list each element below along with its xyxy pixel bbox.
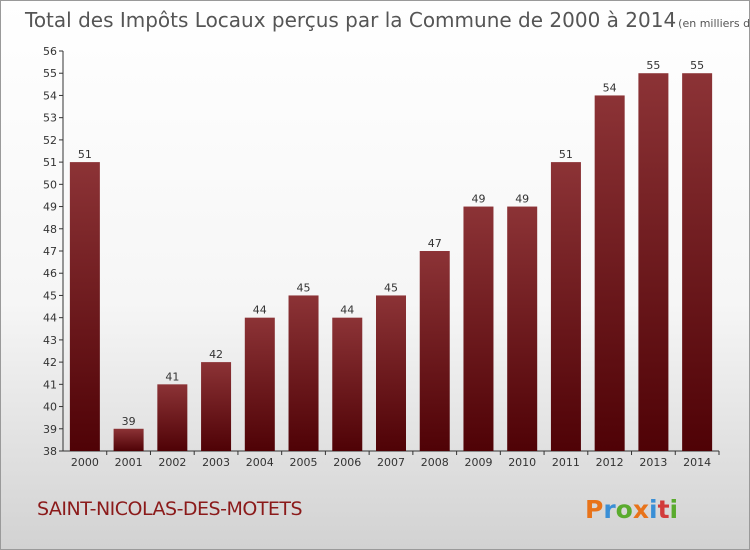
x-tick-label: 2004 [246,456,274,469]
x-tick-label: 2007 [377,456,405,469]
y-tick-label: 51 [43,156,57,169]
bar [550,162,581,451]
bar [682,73,713,451]
bar [69,162,100,451]
x-axis: 2000 2001 2002 2003 2004 2005 2006 2007 2008 2009… [63,450,720,469]
y-tick-label: 50 [43,178,57,191]
y-tick-label: 43 [43,334,57,347]
bar [376,295,406,451]
bar-value-label: 45 [297,281,311,294]
bar-value-label: 55 [646,59,660,72]
logo-letter: r [603,495,616,524]
bar-value-label: 49 [515,193,529,206]
x-tick-label: 2000 [71,456,99,469]
logo-letter: P [585,495,603,524]
logo-letter: i [649,495,658,524]
logo-letter: o [616,495,633,524]
x-tick-label: 2013 [639,456,667,469]
bar [113,428,144,451]
x-tick-label: 2006 [333,456,361,469]
y-tick-label: 55 [43,67,57,80]
x-tick-label: 2009 [464,456,492,469]
x-tick-label: 2012 [596,456,624,469]
x-tick-label: 2010 [508,456,536,469]
y-tick-label: 54 [43,89,57,102]
logo-letter: t [658,495,670,524]
bar-value-label: 45 [384,281,398,294]
bar-value-label: 39 [122,415,136,428]
y-tick-label: 39 [43,423,57,436]
bar [332,317,363,451]
y-tick-label: 44 [43,312,57,325]
chart-title: Total des Impôts Locaux perçus par la Co… [24,8,749,32]
bar [419,251,450,451]
bar [244,317,275,451]
y-tick-label: 47 [43,245,57,258]
commune-name: SAINT-NICOLAS-DES-MOTETS [37,498,302,520]
y-tick-label: 48 [43,223,57,236]
bar [638,73,669,451]
x-tick-label: 2008 [421,456,449,469]
x-tick-label: 2001 [115,456,143,469]
chart-title-unit: (en milliers d'€) [678,17,749,30]
bar-value-label: 51 [559,148,573,161]
logo-letter: i [670,495,679,524]
bar-value-label: 55 [690,59,704,72]
y-tick-label: 49 [43,201,57,214]
bar [201,362,232,451]
bar-value-label: 54 [603,81,617,94]
bar [157,384,188,451]
bar-value-label: 41 [165,370,179,383]
x-tick-label: 2003 [202,456,230,469]
data-labels: 51 39 41 42 44 45 44 45 47 49 49 51 54 55 55 [78,59,704,428]
bar-value-label: 51 [78,148,92,161]
proxiti-logo: Proxiti [585,495,678,524]
x-tick-label: 2014 [683,456,711,469]
y-tick-label: 38 [43,445,57,458]
y-tick-label: 52 [43,134,57,147]
x-tick-label: 2002 [158,456,186,469]
y-tick-label: 53 [43,112,57,125]
x-tick-label: 2011 [552,456,580,469]
bar-value-label: 49 [471,193,485,206]
bars [69,73,713,451]
y-tick-label: 42 [43,356,57,369]
x-tick-label: 2005 [290,456,318,469]
logo-letter: x [633,495,649,524]
bar [463,206,494,451]
bar-value-label: 44 [253,304,267,317]
bar [594,95,625,451]
bar-value-label: 44 [340,304,354,317]
chart-title-main: Total des Impôts Locaux perçus par la Co… [24,8,676,32]
bar [507,206,538,451]
y-tick-label: 40 [43,401,57,414]
y-tick-label: 46 [43,267,57,280]
bar [288,295,319,451]
y-tick-label: 56 [43,45,57,58]
bar-value-label: 47 [428,237,442,250]
y-axis: 38 39 40 41 42 43 44 45 46 47 48 49 50 51 52 53 54 55 56 [43,45,64,458]
y-tick-label: 41 [43,378,57,391]
bar-value-label: 42 [209,348,223,361]
y-tick-label: 45 [43,289,57,302]
